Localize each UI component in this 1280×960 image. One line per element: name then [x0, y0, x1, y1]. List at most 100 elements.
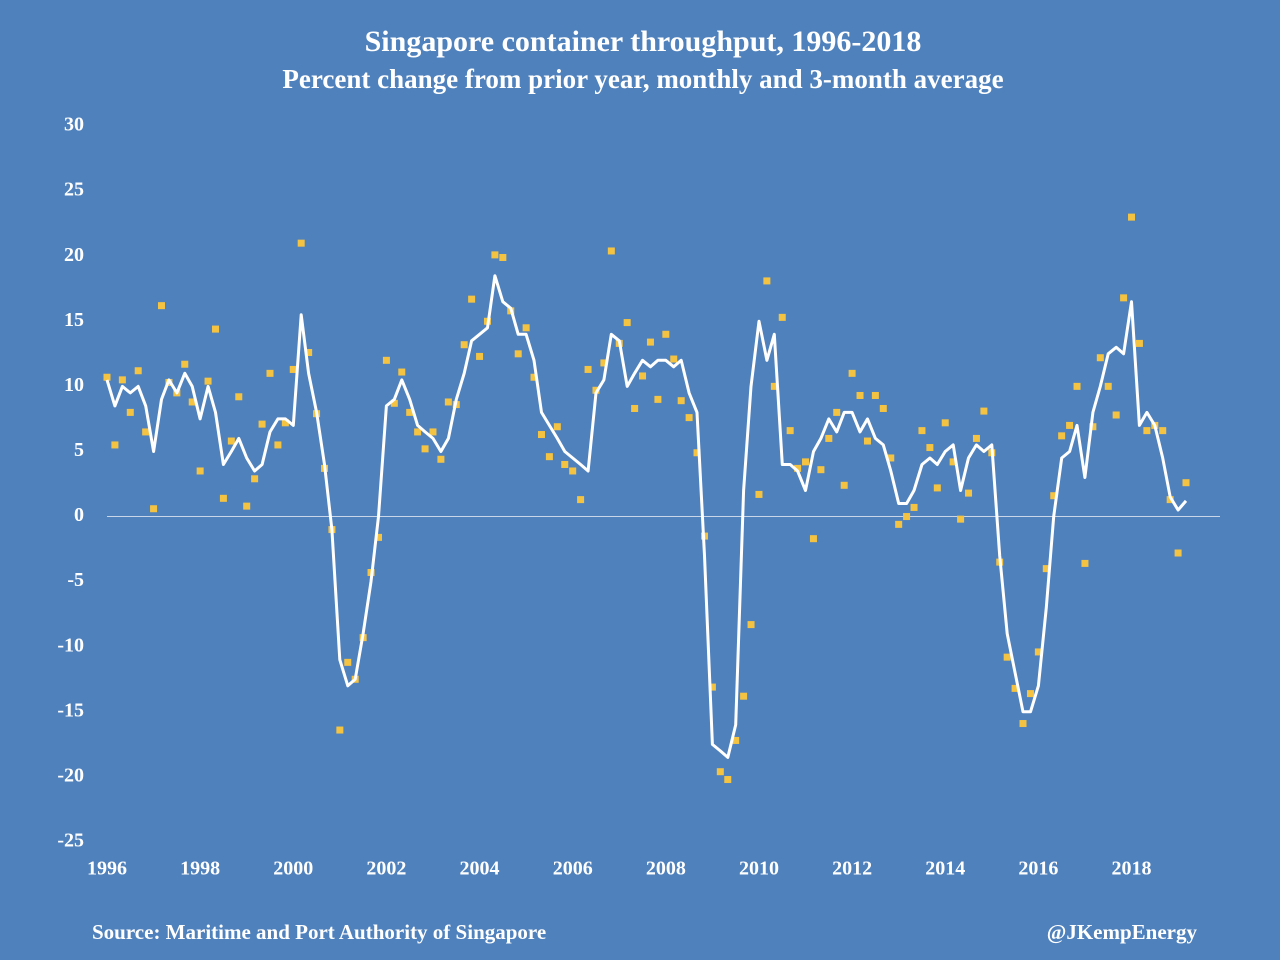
monthly-point — [305, 349, 313, 357]
monthly-point — [654, 395, 662, 403]
monthly-point — [716, 768, 724, 776]
monthly-point — [398, 368, 406, 376]
monthly-point — [848, 369, 856, 377]
monthly-point — [724, 776, 732, 784]
monthly-point — [871, 391, 879, 399]
y-tick-label: 5 — [74, 439, 84, 461]
monthly-point — [833, 408, 841, 416]
monthly-point — [1042, 565, 1050, 573]
monthly-point — [569, 467, 577, 475]
monthly-point — [794, 464, 802, 472]
monthly-point — [406, 408, 414, 416]
monthly-point — [933, 484, 941, 492]
monthly-point — [266, 369, 274, 377]
monthly-point — [374, 533, 382, 541]
monthly-point — [476, 352, 484, 360]
monthly-point — [251, 475, 259, 483]
monthly-point — [1073, 382, 1081, 390]
monthly-point — [1104, 382, 1112, 390]
monthly-point — [903, 513, 911, 521]
monthly-point — [817, 466, 825, 474]
monthly-point — [537, 431, 545, 439]
monthly-point — [103, 373, 111, 381]
x-tick-label: 1998 — [180, 858, 220, 880]
monthly-point — [786, 427, 794, 435]
monthly-point — [607, 247, 615, 255]
monthly-point — [972, 434, 980, 442]
average-line — [105, 274, 1188, 759]
source: Source: Maritime and Port Authority of S… — [92, 920, 546, 944]
monthly-point — [1050, 492, 1058, 500]
y-tick-label: -15 — [57, 699, 84, 721]
monthly-point — [545, 453, 553, 461]
y-tick-label: 20 — [64, 244, 84, 266]
monthly-point — [468, 295, 476, 303]
credit: @JKempEnergy — [1047, 920, 1198, 944]
chart-title: Singapore container throughput, 1996-201… — [365, 25, 922, 58]
monthly-point — [281, 419, 289, 427]
monthly-point — [1089, 423, 1097, 431]
y-tick-label: -10 — [57, 634, 84, 656]
monthly-point — [802, 458, 810, 466]
monthly-point — [499, 253, 507, 261]
monthly-point — [1112, 411, 1120, 419]
monthly-point — [118, 376, 126, 384]
monthly-point — [708, 683, 716, 691]
monthly-point — [1026, 690, 1034, 698]
monthly-point — [1081, 559, 1089, 567]
monthly-point — [856, 391, 864, 399]
monthly-point — [1135, 339, 1143, 347]
monthly-point — [1120, 294, 1128, 302]
monthly-point — [631, 404, 639, 412]
monthly-point — [1096, 354, 1104, 362]
monthly-point — [825, 434, 833, 442]
monthly-point — [685, 414, 693, 422]
monthly-point — [212, 325, 220, 333]
monthly-point — [336, 726, 344, 734]
monthly-point — [553, 423, 561, 431]
monthly-point — [1128, 213, 1136, 221]
monthly-point — [693, 449, 701, 457]
monthly-point — [258, 420, 266, 428]
monthly-point — [863, 437, 871, 445]
monthly-point — [600, 359, 608, 367]
monthly-point — [142, 428, 150, 436]
monthly-point — [126, 408, 134, 416]
monthly-point — [429, 428, 437, 436]
monthly-point — [584, 365, 592, 373]
monthly-point — [965, 489, 973, 497]
monthly-point — [561, 460, 569, 468]
monthly-point — [188, 398, 196, 406]
x-tick-label: 2004 — [460, 858, 500, 880]
monthly-point — [111, 441, 119, 449]
y-tick-label: -25 — [57, 830, 84, 852]
monthly-point — [157, 302, 165, 310]
monthly-point — [809, 535, 817, 543]
monthly-point — [421, 445, 429, 453]
monthly-point — [941, 419, 949, 427]
monthly-point — [204, 377, 212, 385]
monthly-point — [755, 490, 763, 498]
x-tick-label: 2010 — [739, 858, 779, 880]
monthly-point — [957, 515, 965, 523]
monthly-point — [444, 398, 452, 406]
monthly-point — [227, 437, 235, 445]
monthly-point — [150, 505, 158, 513]
monthly-point — [778, 313, 786, 321]
monthly-point — [134, 367, 142, 375]
x-tick-label: 2016 — [1018, 858, 1058, 880]
monthly-point — [1174, 549, 1182, 557]
monthly-point — [414, 428, 422, 436]
y-tick-label: 30 — [64, 114, 84, 136]
monthly-point — [740, 692, 748, 700]
monthly-point — [732, 736, 740, 744]
y-tick-label: 10 — [64, 374, 84, 396]
monthly-point — [289, 365, 297, 373]
monthly-point — [747, 621, 755, 629]
monthly-point — [623, 319, 631, 327]
monthly-point — [1003, 653, 1011, 661]
y-tick-label: 15 — [64, 309, 84, 331]
monthly-point — [382, 356, 390, 364]
monthly-point — [235, 393, 243, 401]
